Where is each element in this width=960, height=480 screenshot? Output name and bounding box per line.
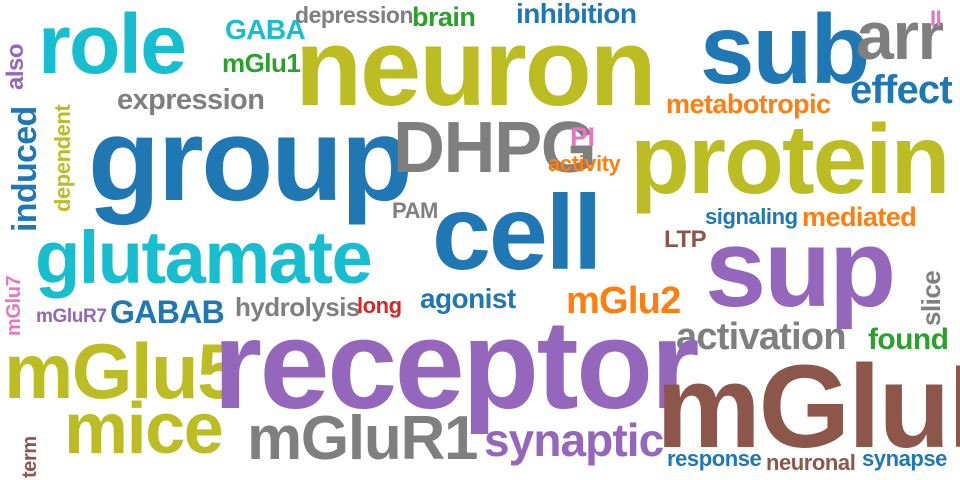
word-effect: effect xyxy=(850,68,953,112)
word-slice: slice xyxy=(916,270,946,326)
word-mediated: mediated xyxy=(802,202,917,232)
word-activation: activation xyxy=(676,316,847,358)
word-glutamate: glutamate xyxy=(35,216,373,299)
word-arr: arr xyxy=(856,0,944,74)
word-mice: mice xyxy=(64,389,224,469)
word-ii: II xyxy=(930,6,942,31)
word-inhibition: inhibition xyxy=(516,0,637,29)
word-synapse: synapse xyxy=(862,446,947,471)
word-dhpg: DHPG xyxy=(393,108,597,188)
word-group: group xyxy=(88,94,413,226)
word-pam: PAM xyxy=(392,198,438,223)
word-depression: depression xyxy=(295,2,414,28)
word-neuron: neuron xyxy=(295,6,657,129)
word-neuronal: neuronal xyxy=(766,450,856,475)
word-term: term xyxy=(19,436,41,478)
word-signaling: signaling xyxy=(705,204,798,229)
word-protein: protein xyxy=(630,104,950,214)
word-induced: induced xyxy=(6,106,44,232)
word-receptor: receptor xyxy=(213,294,700,435)
word-metabotropic: metabotropic xyxy=(666,89,831,119)
word-synaptic: synaptic xyxy=(484,414,664,466)
word-sup: sup xyxy=(705,207,896,330)
word-mglur: mGluR xyxy=(656,341,960,473)
word-also: also xyxy=(2,43,29,90)
word-dependent: dependent xyxy=(50,104,75,212)
word-expression: expression xyxy=(117,84,265,116)
word-mglu5: mGlu5 xyxy=(4,327,240,415)
word-sub: sub xyxy=(700,0,870,104)
word-pi: PI xyxy=(570,122,595,152)
word-mglu2: mGlu2 xyxy=(566,280,681,322)
word-agonist: agonist xyxy=(420,283,516,314)
word-long: long xyxy=(357,293,402,318)
word-activity: activity xyxy=(548,151,621,176)
word-mglur1: mGluR1 xyxy=(247,404,479,473)
word-cell: cell xyxy=(432,174,602,292)
word-hydrolysis: hydrolysis xyxy=(235,292,360,322)
word-mglur7: mGluR7 xyxy=(36,306,107,327)
word-mglu1: mGlu1 xyxy=(222,48,301,78)
word-gaba: GABA xyxy=(225,14,306,45)
word-response: response xyxy=(667,446,762,471)
word-ltp: LTP xyxy=(664,226,707,253)
word-found: found xyxy=(868,323,949,356)
word-brain: brain xyxy=(412,2,476,32)
word-gabab: GABAB xyxy=(110,294,225,330)
word-role: role xyxy=(38,0,187,91)
